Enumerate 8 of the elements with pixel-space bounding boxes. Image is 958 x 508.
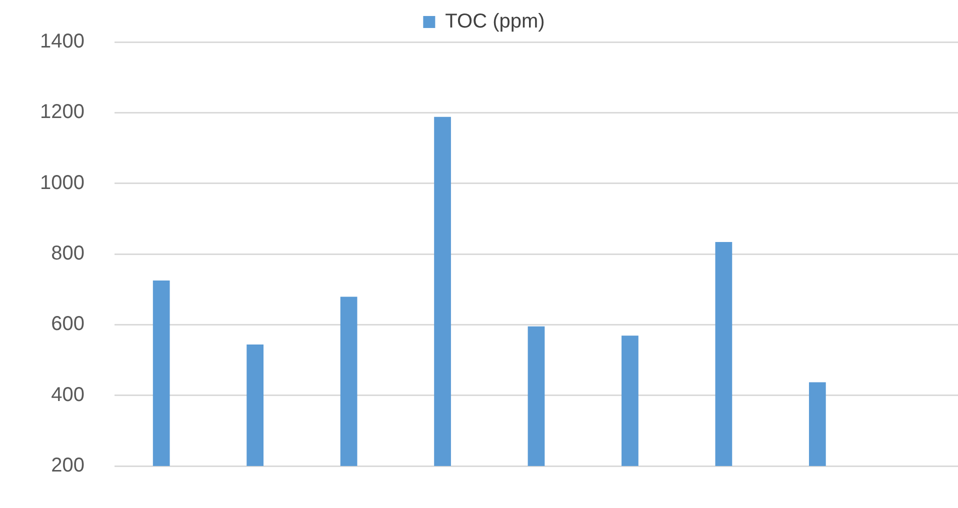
y-tick-label: 1200 [40, 101, 84, 124]
y-tick-label: 200 [51, 454, 84, 477]
y-tick-label: 800 [51, 242, 84, 265]
y-tick-label: 400 [51, 384, 84, 406]
legend-label: TOC (ppm) [445, 10, 545, 33]
y-tick-label: 1400 [40, 30, 84, 53]
y-tick-label: 600 [51, 313, 84, 336]
y-tick-label: 1000 [40, 172, 84, 194]
